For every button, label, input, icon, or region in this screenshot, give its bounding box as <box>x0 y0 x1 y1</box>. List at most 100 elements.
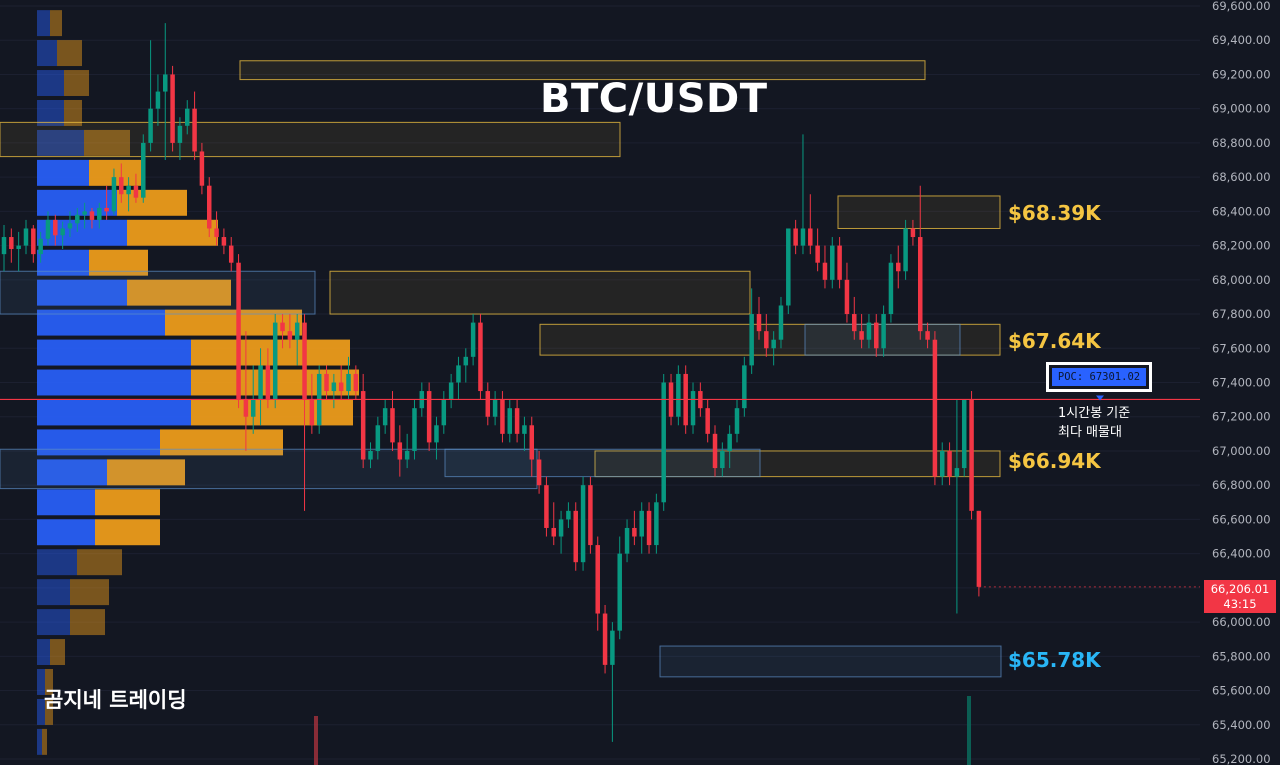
candle-body <box>910 228 916 238</box>
candle-body <box>896 262 901 272</box>
profile-sell-bar <box>50 10 62 37</box>
zone-yellow <box>239 60 926 81</box>
candle-body <box>426 391 432 443</box>
candle-body <box>236 262 241 400</box>
profile-sell-bar <box>42 728 47 755</box>
profile-buy-bar <box>37 40 57 67</box>
profile-buy-bar <box>37 579 70 606</box>
candle-body <box>412 408 417 451</box>
profile-sell-bar <box>77 549 122 576</box>
candle-body <box>478 322 483 392</box>
profile-sell-bar <box>95 489 160 516</box>
y-tick-label: 69,400.00 <box>1212 33 1271 47</box>
profile-sell-bar <box>127 219 218 246</box>
profile-sell-bar <box>127 279 231 306</box>
candle-body <box>874 322 879 349</box>
last-price-tag: 66,206.01 43:15 <box>1204 580 1276 613</box>
y-tick-label: 65,800.00 <box>1212 649 1271 663</box>
candle-body <box>89 211 95 220</box>
y-tick-label: 67,800.00 <box>1212 307 1271 321</box>
candle-body <box>617 553 622 631</box>
candle-body <box>507 408 513 434</box>
candle-body <box>573 510 578 563</box>
candle-body <box>661 382 666 503</box>
candle-body <box>646 510 652 546</box>
candle-body <box>492 399 498 417</box>
profile-buy-bar <box>37 399 191 426</box>
y-tick-label: 68,600.00 <box>1212 170 1271 184</box>
profile-buy-bar <box>37 519 95 546</box>
candle-body <box>397 442 403 460</box>
candle-body <box>514 408 520 434</box>
candle-body <box>206 185 212 229</box>
candle-body <box>302 322 307 400</box>
candle-countdown: 43:15 <box>1223 597 1257 611</box>
profile-sell-bar <box>45 669 53 695</box>
candle-body <box>287 331 293 340</box>
poc-note-line1: 1시간봉 기준 <box>1058 406 1131 421</box>
candle-body <box>602 613 608 665</box>
profile-buy-bar <box>37 219 127 246</box>
candle-body <box>126 185 131 195</box>
candle-body <box>624 527 630 554</box>
candle-body <box>976 510 982 587</box>
candle-body <box>67 223 73 229</box>
candle-body <box>756 314 762 332</box>
candle-body <box>360 391 366 460</box>
candle-body <box>390 408 395 443</box>
y-tick-label: 69,600.00 <box>1212 0 1271 13</box>
profile-buy-bar <box>37 369 191 396</box>
profile-buy-bar <box>37 159 89 186</box>
candle-body <box>9 237 14 250</box>
candle-body <box>45 219 51 239</box>
y-tick-label: 65,600.00 <box>1212 684 1271 698</box>
candle-body <box>610 630 615 665</box>
candle-body <box>676 373 681 417</box>
candle-body <box>163 74 168 92</box>
profile-buy-bar <box>37 10 50 37</box>
profile-buy-bar <box>37 609 70 636</box>
candle-body <box>705 408 710 434</box>
candle-body <box>749 314 754 366</box>
last-price-value: 66,206.01 <box>1210 582 1270 596</box>
candle-body <box>918 237 923 332</box>
volume-profile <box>37 10 359 755</box>
level-lines <box>0 395 1200 588</box>
profile-buy-bar <box>37 279 127 306</box>
candle-body <box>470 322 476 357</box>
candle-body <box>866 322 872 340</box>
zone-yellow <box>329 270 751 315</box>
volume-bar <box>967 696 971 765</box>
candle-body <box>720 450 725 469</box>
y-tick-label: 66,800.00 <box>1212 478 1271 492</box>
candle-body <box>258 365 263 400</box>
y-tick-label: 68,400.00 <box>1212 204 1271 218</box>
y-tick-label: 66,600.00 <box>1212 512 1271 526</box>
candle-body <box>185 108 190 126</box>
zone-blue <box>444 448 761 478</box>
candle-body <box>830 245 835 280</box>
chart-title: BTC/USDT <box>540 76 768 122</box>
candle-body <box>837 245 842 280</box>
candle-body <box>727 433 732 451</box>
candle-body <box>177 125 183 143</box>
candle-body <box>97 207 102 220</box>
candle-body <box>60 228 65 236</box>
y-tick-label: 65,400.00 <box>1212 718 1271 732</box>
profile-buy-bar <box>37 698 45 725</box>
poc-note: 1시간봉 기준 최다 매물대 <box>1058 404 1130 442</box>
candle-body <box>23 228 29 246</box>
candle-body <box>192 108 197 152</box>
zone-blue <box>0 448 538 490</box>
candle-body <box>375 425 381 451</box>
candle-body <box>632 527 637 537</box>
candle-body <box>881 314 886 349</box>
candle-body <box>822 262 828 280</box>
candle-body <box>932 339 938 477</box>
price-axis: 69,600.00 69,400.00 69,200.00 69,000.00 68,8… <box>1212 0 1271 765</box>
candle-body <box>1 237 7 255</box>
candle-body <box>104 207 109 212</box>
candle-body <box>265 365 271 400</box>
